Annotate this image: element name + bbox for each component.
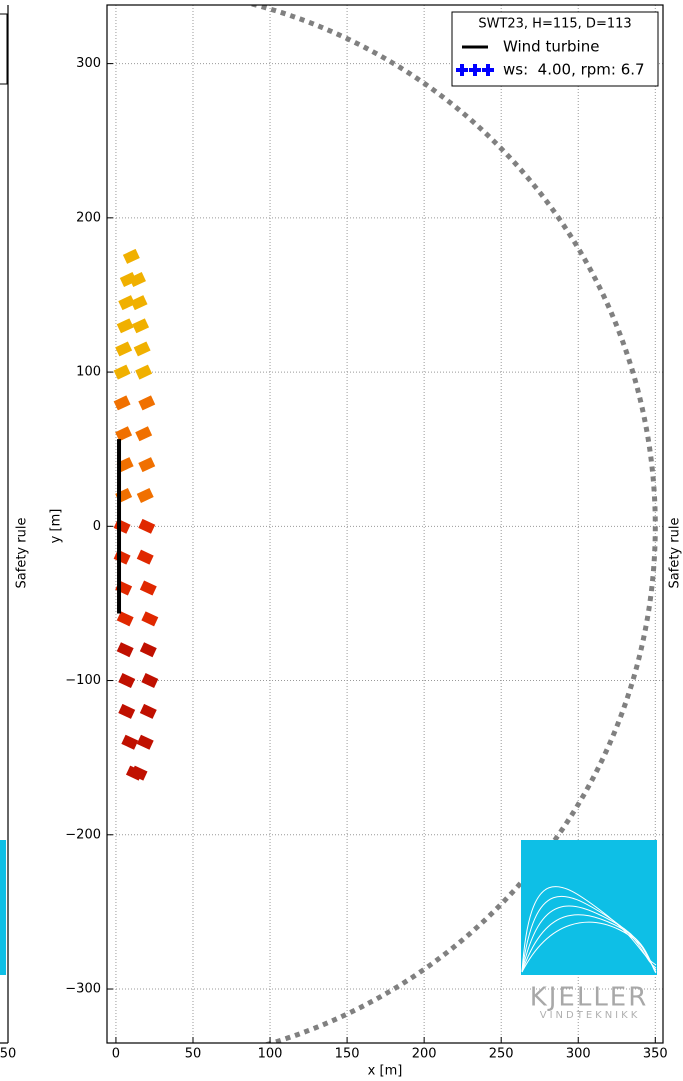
legend: SWT23, H=115, D=113 Wind turbine ws: 4.0… [451, 11, 659, 87]
throw-point [129, 272, 146, 288]
left-legend-box [0, 13, 8, 85]
throw-point [118, 295, 136, 311]
y-axis-label: y [m] [49, 509, 64, 544]
left-side-label: Safety rule [15, 518, 30, 589]
x-tick-label: 0 [112, 1047, 120, 1062]
throw-point [135, 364, 153, 380]
legend-label: Wind turbine [503, 38, 599, 56]
throw-point [118, 703, 136, 719]
throw-point [136, 487, 154, 503]
legend-swatch [456, 64, 494, 76]
throw-point [115, 341, 133, 357]
logo-subtitle: VINDTEKNIKK [540, 1010, 641, 1021]
y-tick-label: 200 [76, 210, 101, 225]
throw-point [135, 426, 153, 442]
side-label: Safety rule [668, 518, 683, 589]
x-tick-label: 300 [566, 1047, 591, 1062]
throw-point [118, 673, 136, 689]
throw-point [121, 734, 139, 750]
left-x-tick-label: 50 [0, 1047, 16, 1062]
logo: KJELLER VINDTEKNIKK [521, 840, 657, 1021]
logo-name: KJELLER [530, 983, 649, 1013]
throw-point [138, 518, 156, 534]
y-tick-label: −100 [65, 673, 101, 688]
throw-point [130, 765, 148, 781]
throw-point [116, 318, 134, 334]
y-tick-label: −300 [65, 982, 101, 997]
throw-point [138, 457, 156, 473]
plot-area [107, 5, 663, 1043]
y-tick-label: 300 [76, 56, 101, 71]
x-tick-label: 350 [643, 1047, 668, 1062]
legend-label: ws: 4.00, rpm: 6.7 [503, 61, 645, 79]
logo-curves [521, 886, 657, 974]
throw-point [116, 642, 134, 658]
throw-point [139, 703, 157, 719]
throw-point [133, 341, 151, 357]
throw-point [116, 611, 134, 627]
throw-point [136, 734, 154, 750]
throw-point [119, 272, 137, 288]
throw-point [139, 642, 157, 658]
throw-point [141, 611, 159, 627]
y-tick-label: −200 [65, 827, 101, 842]
x-tick-label: 100 [258, 1047, 283, 1062]
x-axis-label: x [m] [368, 1064, 403, 1079]
x-tick-label: 250 [489, 1047, 514, 1062]
throw-point [115, 426, 133, 442]
throw-point [130, 295, 148, 311]
throw-point [122, 248, 140, 264]
legend-title: SWT23, H=115, D=113 [478, 17, 631, 32]
x-tick-label: 200 [412, 1047, 437, 1062]
throw-point [138, 395, 156, 411]
throw-point [113, 395, 131, 411]
x-tick-label: 150 [335, 1047, 360, 1062]
throw-point [139, 580, 157, 596]
x-tick-label: 50 [185, 1047, 202, 1062]
safety-circle [245, 5, 658, 1043]
logo-box [521, 840, 657, 975]
axes-frame [106, 4, 664, 1044]
y-tick-label: 100 [76, 365, 101, 380]
throw-point [113, 364, 131, 380]
y-tick-label: 0 [93, 519, 101, 534]
throw-point [141, 673, 159, 689]
left-logo [0, 840, 6, 975]
throw-point [132, 318, 150, 334]
throw-point [136, 549, 154, 565]
